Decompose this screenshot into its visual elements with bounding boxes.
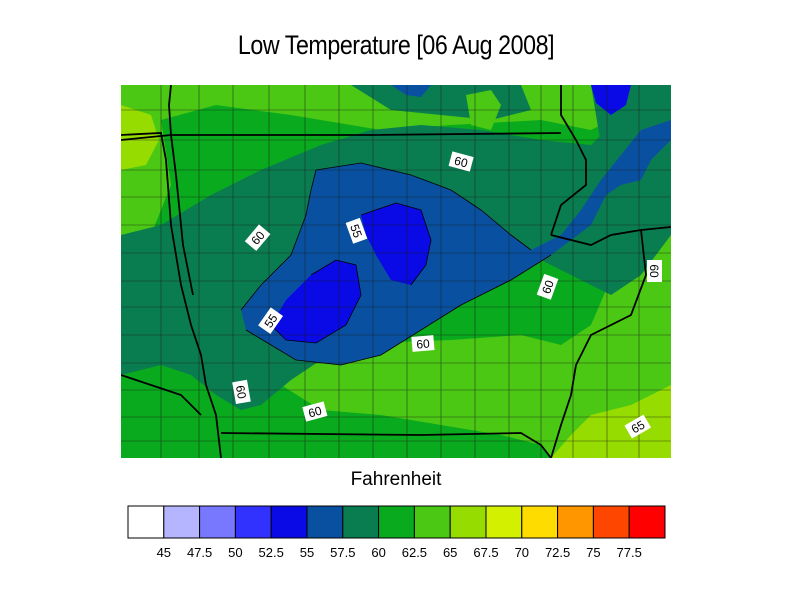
colorbar-tick-label: 62.5 bbox=[402, 545, 427, 560]
contour-label: 65 bbox=[624, 414, 652, 439]
county-grid bbox=[121, 85, 671, 458]
temperature-map: 60 60 55 60 60 55 60 60 bbox=[121, 85, 671, 458]
colorbar-tick-label: 65 bbox=[443, 545, 457, 560]
contour-label: 60 bbox=[244, 224, 271, 251]
colorbar-tick-label: 55 bbox=[300, 545, 314, 560]
units-label: Fahrenheit bbox=[350, 469, 442, 490]
region-55-top bbox=[391, 85, 431, 97]
colorbar-box bbox=[378, 505, 415, 539]
contour-label: 60 bbox=[232, 379, 251, 405]
colorbar-box bbox=[413, 505, 451, 539]
contour-label: 60 bbox=[411, 335, 435, 352]
colorbar-box bbox=[306, 505, 344, 539]
colorbar-box bbox=[163, 505, 201, 539]
colorbar-tick-label: 45 bbox=[157, 545, 171, 560]
contour-label: 60 bbox=[647, 260, 662, 282]
state-borders bbox=[121, 85, 671, 458]
contour-label: 60 bbox=[302, 401, 328, 422]
colorbar: 45 47.5 50 52.5 55 57.5 60 62.5 65 67.5 70 72.5 75 77… bbox=[127, 505, 666, 560]
region-52-5-ne bbox=[591, 85, 631, 115]
colorbar-box bbox=[628, 505, 666, 539]
svg-text:60: 60 bbox=[307, 403, 324, 420]
contour-label: 55 bbox=[345, 217, 368, 244]
svg-text:65: 65 bbox=[629, 417, 648, 436]
svg-text:60: 60 bbox=[539, 278, 557, 296]
contour-label-group: 60 60 55 60 60 55 60 60 bbox=[232, 151, 662, 439]
colorbar-box bbox=[485, 505, 523, 539]
svg-text:60: 60 bbox=[647, 264, 661, 278]
colorbar-box bbox=[199, 505, 236, 539]
colorbar-box bbox=[270, 505, 308, 539]
region-65-se bbox=[551, 385, 671, 458]
colorbar-tick-label: 57.5 bbox=[330, 545, 355, 560]
colorbar-tick-label: 77.5 bbox=[617, 545, 642, 560]
colorbar-tick-label: 67.5 bbox=[473, 545, 498, 560]
colorbar-tick-label: 75 bbox=[586, 545, 600, 560]
colorbar-tick-label: 70 bbox=[515, 545, 529, 560]
colorbar-tick-label: 60 bbox=[371, 545, 385, 560]
region-52-5-east bbox=[361, 203, 431, 285]
svg-text:60: 60 bbox=[416, 336, 431, 351]
contour-label: 55 bbox=[258, 307, 284, 335]
colorbar-box bbox=[449, 505, 487, 539]
colorbar-box bbox=[342, 505, 380, 539]
contour-lines bbox=[240, 162, 552, 366]
colorbar-tick-label: 47.5 bbox=[187, 545, 212, 560]
map-title: Low Temperature [06 Aug 2008] bbox=[237, 30, 555, 60]
contour-label: 60 bbox=[448, 151, 474, 172]
colorbar-box bbox=[521, 505, 559, 539]
svg-text:55: 55 bbox=[347, 222, 365, 240]
colorbar-box bbox=[127, 505, 165, 539]
colorbar-box bbox=[592, 505, 630, 539]
svg-text:60: 60 bbox=[233, 384, 249, 400]
colorbar-tick-label: 52.5 bbox=[259, 545, 284, 560]
colorbar-box bbox=[234, 505, 272, 539]
svg-text:60: 60 bbox=[453, 154, 470, 171]
colorbar-tick-label: 50 bbox=[228, 545, 242, 560]
colorbar-box bbox=[557, 505, 594, 539]
colorbar-tick-label: 72.5 bbox=[545, 545, 570, 560]
contour-label: 60 bbox=[536, 273, 559, 300]
